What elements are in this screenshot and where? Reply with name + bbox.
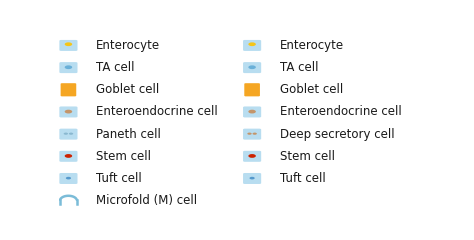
Text: Stem cell: Stem cell bbox=[96, 150, 151, 163]
FancyBboxPatch shape bbox=[243, 40, 261, 51]
Text: Enterocyte: Enterocyte bbox=[280, 39, 344, 52]
Circle shape bbox=[69, 132, 73, 135]
Text: Deep secretory cell: Deep secretory cell bbox=[280, 128, 394, 141]
FancyBboxPatch shape bbox=[59, 107, 78, 117]
Text: TA cell: TA cell bbox=[96, 61, 135, 74]
Circle shape bbox=[248, 154, 256, 158]
Circle shape bbox=[248, 110, 256, 114]
Text: Tuft cell: Tuft cell bbox=[96, 172, 142, 185]
Circle shape bbox=[64, 42, 72, 46]
FancyBboxPatch shape bbox=[243, 129, 261, 140]
Text: Goblet cell: Goblet cell bbox=[96, 83, 159, 96]
Text: Enterocyte: Enterocyte bbox=[96, 39, 160, 52]
Circle shape bbox=[64, 110, 72, 114]
Circle shape bbox=[64, 65, 72, 69]
FancyBboxPatch shape bbox=[243, 107, 261, 117]
Text: TA cell: TA cell bbox=[280, 61, 318, 74]
FancyBboxPatch shape bbox=[244, 83, 260, 96]
Text: Tuft cell: Tuft cell bbox=[280, 172, 326, 185]
FancyBboxPatch shape bbox=[59, 151, 78, 162]
Circle shape bbox=[64, 154, 72, 158]
Text: Stem cell: Stem cell bbox=[280, 150, 335, 163]
Circle shape bbox=[248, 65, 256, 69]
Circle shape bbox=[249, 177, 255, 180]
Circle shape bbox=[253, 132, 257, 135]
Circle shape bbox=[248, 42, 256, 46]
FancyBboxPatch shape bbox=[59, 129, 78, 140]
Circle shape bbox=[64, 132, 68, 135]
Text: Goblet cell: Goblet cell bbox=[280, 83, 343, 96]
Text: Enteroendocrine cell: Enteroendocrine cell bbox=[280, 105, 401, 119]
FancyBboxPatch shape bbox=[61, 83, 76, 96]
Text: Enteroendocrine cell: Enteroendocrine cell bbox=[96, 105, 218, 119]
Circle shape bbox=[66, 177, 71, 180]
Circle shape bbox=[247, 132, 252, 135]
FancyBboxPatch shape bbox=[59, 62, 78, 73]
Text: Paneth cell: Paneth cell bbox=[96, 128, 161, 141]
FancyBboxPatch shape bbox=[243, 173, 261, 184]
FancyBboxPatch shape bbox=[243, 151, 261, 162]
Text: Microfold (M) cell: Microfold (M) cell bbox=[96, 194, 197, 207]
FancyBboxPatch shape bbox=[59, 173, 78, 184]
FancyBboxPatch shape bbox=[243, 62, 261, 73]
FancyBboxPatch shape bbox=[59, 40, 78, 51]
